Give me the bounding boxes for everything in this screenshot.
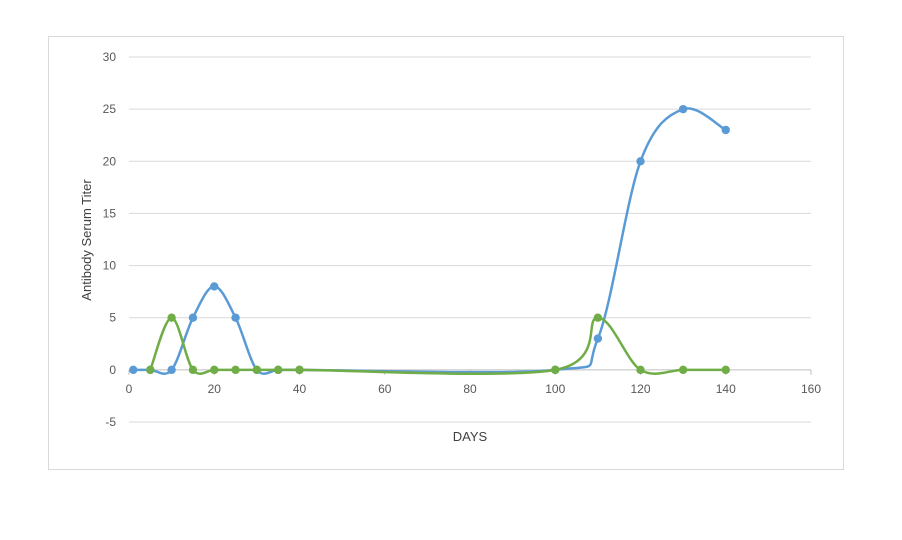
tick-labels: -5 0 5 10 15 20 25 30 0 20 40 60 80 100 120 140 160	[103, 50, 822, 429]
y-tick-label: -5	[105, 415, 116, 429]
y-axis-title: Antibody Serum Titer	[79, 179, 94, 301]
data-point	[129, 365, 138, 375]
data-point	[593, 313, 603, 322]
data-point	[188, 313, 198, 322]
data-point	[188, 365, 198, 375]
x-tick-label: 20	[208, 382, 222, 396]
data-point	[231, 313, 240, 322]
data-point	[167, 365, 176, 375]
x-tick-label: 60	[378, 382, 392, 396]
y-tick-label: 20	[103, 154, 117, 168]
chart-frame	[48, 36, 844, 470]
data-point	[636, 157, 645, 166]
series-line	[149, 316, 727, 375]
x-tick-label: 40	[293, 382, 307, 396]
data-point	[678, 365, 688, 375]
data-point	[678, 104, 688, 114]
y-tick-label: 10	[103, 259, 117, 273]
y-tick-label: 5	[109, 311, 116, 325]
y-tick-label: 30	[103, 50, 117, 64]
y-tick-label: 15	[103, 206, 117, 220]
x-tick-label: 0	[126, 382, 133, 396]
data-point	[167, 313, 176, 322]
data-point	[231, 365, 240, 375]
data-point	[252, 365, 262, 375]
data-point	[593, 334, 603, 343]
data-point	[721, 365, 730, 375]
x-axis-title: DAYS	[453, 429, 488, 444]
data-point	[551, 365, 560, 375]
data-point	[210, 282, 219, 291]
series-1	[129, 104, 730, 375]
x-tick-label: 140	[716, 382, 736, 396]
data-point	[210, 365, 219, 375]
x-tick-label: 100	[545, 382, 565, 396]
data-point	[636, 365, 645, 375]
data-point	[273, 365, 283, 375]
y-tick-label: 25	[103, 102, 117, 116]
x-tick-label: 160	[801, 382, 821, 396]
series-line	[132, 107, 727, 375]
data-point	[295, 365, 304, 375]
data-point	[146, 365, 155, 375]
y-tick-label: 0	[109, 363, 116, 377]
x-tick-label: 120	[630, 382, 650, 396]
series	[129, 104, 730, 375]
series-2	[146, 313, 730, 375]
x-tick-label: 80	[463, 382, 477, 396]
data-point	[721, 125, 730, 135]
gridlines	[129, 56, 811, 423]
